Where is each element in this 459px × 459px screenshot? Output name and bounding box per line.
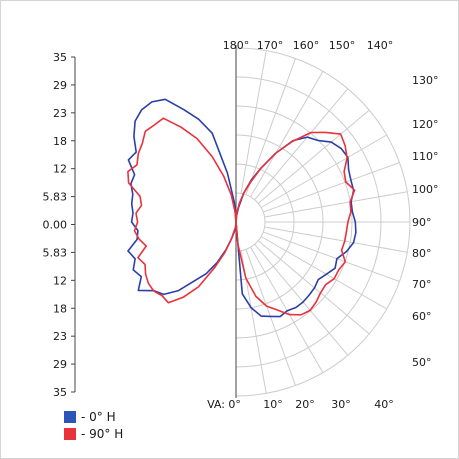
intensity-tick-label: 18: [53, 302, 67, 315]
grid-spoke: [245, 58, 296, 195]
angle-label-bottom: 20°: [295, 398, 315, 411]
angle-label-bottom: 40°: [374, 398, 394, 411]
series-line-90h: [127, 117, 356, 316]
grid-spoke: [263, 162, 400, 213]
angle-label-right: 110°: [412, 150, 439, 163]
angle-labels: 180° 170° 160° 150° 140° 130° 120° 110° 100° 90° 8…: [207, 39, 438, 411]
intensity-tick-label: 12: [53, 274, 67, 287]
grid-spoke: [257, 240, 370, 335]
angle-label-bottom: VA: 0°: [207, 398, 241, 411]
intensity-tick-label: 29: [53, 79, 67, 92]
angle-label-right: 120°: [412, 118, 439, 131]
angle-label-top: 180°: [223, 39, 250, 52]
intensity-tick-label: 35: [53, 51, 67, 64]
angle-label-top: 170°: [257, 39, 284, 52]
grid-spoke: [260, 134, 387, 208]
grid-spoke: [260, 236, 387, 310]
series-layer: [127, 98, 357, 318]
angle-label-right: 100°: [412, 183, 439, 196]
grid-spoke: [257, 109, 370, 204]
intensity-tick-label: 0.00: [43, 219, 68, 232]
polar-grid: [235, 47, 411, 397]
legend-item-0h: - 0° H: [64, 408, 123, 425]
legend-label-0h: - 0° H: [81, 409, 116, 424]
angle-label-right: 60°: [412, 310, 432, 323]
intensity-tick-label: 5.83: [43, 246, 68, 259]
angle-label-bottom: 30°: [331, 398, 351, 411]
angle-label-right: 80°: [412, 247, 432, 260]
intensity-tick-label: 29: [53, 358, 67, 371]
grid-spoke: [240, 50, 267, 194]
grid-spoke: [250, 71, 324, 198]
intensity-tick-label: 18: [53, 135, 67, 148]
grid-spoke: [254, 88, 349, 201]
intensity-tick-label: 23: [53, 107, 67, 120]
angle-label-bottom: 10°: [263, 398, 283, 411]
angle-label-right: 90°: [412, 216, 432, 229]
intensity-tick-label: 35: [53, 386, 67, 399]
legend: - 0° H - 90° H: [64, 408, 123, 442]
angle-label-right: 50°: [412, 356, 432, 369]
angle-label-top: 160°: [293, 39, 320, 52]
intensity-tick-label: 12: [53, 163, 67, 176]
grid-spoke: [245, 249, 296, 386]
intensity-axis: 35 29 23 18 12 5.83 0.00 5.83 12 18 23 29 35: [43, 45, 237, 399]
grid-spoke: [264, 191, 408, 218]
legend-label-90h: - 90° H: [81, 426, 124, 441]
angle-label-right: 130°: [412, 74, 439, 87]
grid-arc: [235, 192, 266, 252]
grid-spoke: [263, 231, 400, 282]
intensity-tick-label: 23: [53, 330, 67, 343]
grid-spoke: [250, 246, 324, 373]
angle-label-top: 150°: [329, 39, 356, 52]
intensity-tick-label: 5.83: [43, 191, 68, 204]
grid-spoke: [254, 243, 349, 356]
angle-label-top: 140°: [367, 39, 394, 52]
legend-swatch-0h: [64, 410, 76, 423]
legend-item-90h: - 90° H: [64, 425, 123, 442]
angle-label-right: 70°: [412, 278, 432, 291]
legend-swatch-90h: [64, 427, 76, 440]
grid-spoke: [264, 226, 408, 253]
